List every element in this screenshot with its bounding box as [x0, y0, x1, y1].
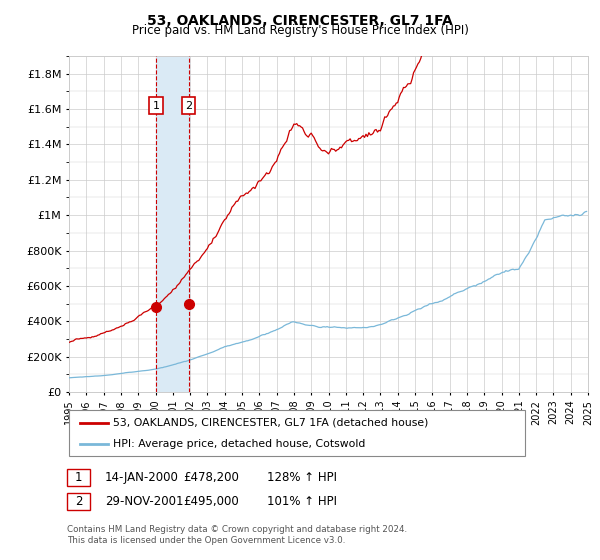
Text: 2: 2 [75, 494, 82, 508]
Text: HPI: Average price, detached house, Cotswold: HPI: Average price, detached house, Cots… [113, 439, 365, 449]
Text: 53, OAKLANDS, CIRENCESTER, GL7 1FA: 53, OAKLANDS, CIRENCESTER, GL7 1FA [147, 14, 453, 28]
Text: Price paid vs. HM Land Registry's House Price Index (HPI): Price paid vs. HM Land Registry's House … [131, 24, 469, 37]
Text: Contains HM Land Registry data © Crown copyright and database right 2024.
This d: Contains HM Land Registry data © Crown c… [67, 525, 407, 545]
Text: 29-NOV-2001: 29-NOV-2001 [105, 494, 184, 508]
Text: £478,200: £478,200 [183, 470, 239, 484]
Text: 128% ↑ HPI: 128% ↑ HPI [267, 470, 337, 484]
Text: 14-JAN-2000: 14-JAN-2000 [105, 470, 179, 484]
Bar [156, 56, 188, 392]
Text: 1: 1 [75, 470, 82, 484]
Text: 2: 2 [185, 100, 192, 110]
Text: 1: 1 [152, 100, 160, 110]
Text: 53, OAKLANDS, CIRENCESTER, GL7 1FA (detached house): 53, OAKLANDS, CIRENCESTER, GL7 1FA (deta… [113, 418, 428, 428]
Text: £495,000: £495,000 [183, 494, 239, 508]
Text: 101% ↑ HPI: 101% ↑ HPI [267, 494, 337, 508]
